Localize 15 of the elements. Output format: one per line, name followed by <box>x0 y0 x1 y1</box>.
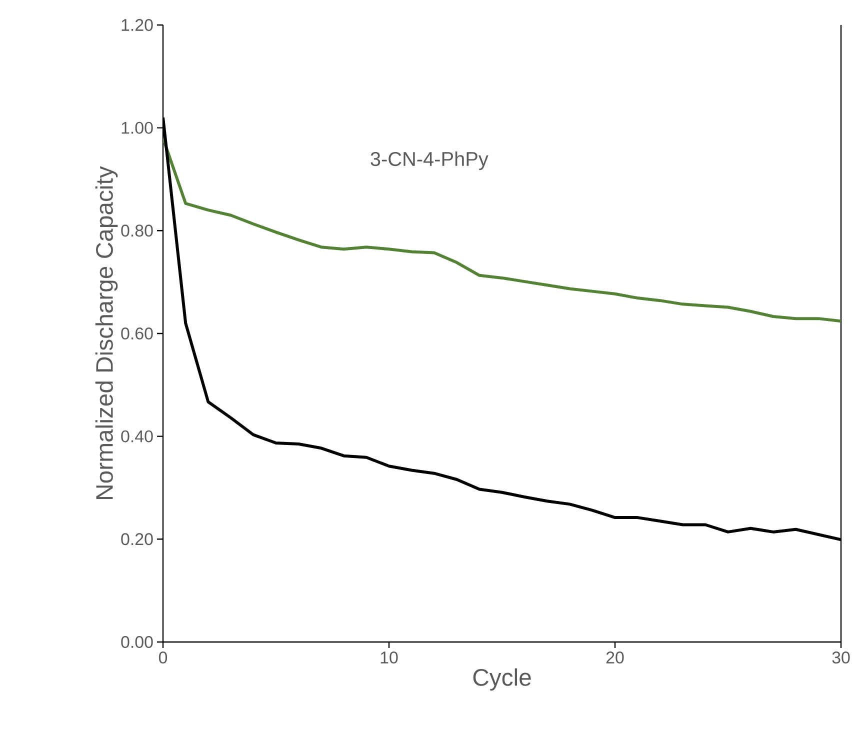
y-axis-title: Normalized Discharge Capacity <box>95 166 118 499</box>
y-tick-label: 1.20 <box>122 18 153 31</box>
x-tick-label: 30 <box>832 652 850 664</box>
annotation: 3-CN-4-PhPy <box>370 151 488 170</box>
x-axis-title: Cycle <box>473 668 531 691</box>
y-tick-label: 0.60 <box>121 327 153 340</box>
y-tick-label: 0.20 <box>121 533 153 546</box>
y-tick-label: 0.00 <box>121 636 153 648</box>
y-tick-label: 0.40 <box>121 430 153 442</box>
y-tick-label: 0.80 <box>121 224 153 237</box>
x-tick-label: 10 <box>380 652 398 664</box>
x-tick-label: 20 <box>606 652 624 664</box>
x-tick-label: 0 <box>158 652 168 664</box>
y-tick-label: 1.00 <box>122 122 153 134</box>
line-series <box>163 136 842 323</box>
